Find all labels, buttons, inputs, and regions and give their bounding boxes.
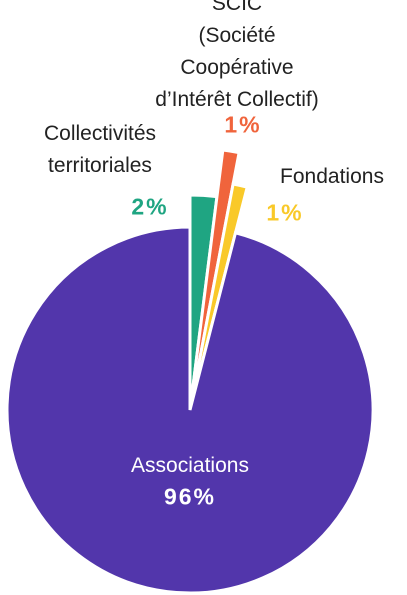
value-label: 2% [131,193,169,220]
slice-label: Associations [131,454,249,477]
value-label: 96% [163,483,217,510]
pie-slice [5,225,375,595]
value-label: 1% [266,199,304,226]
slice-label: SCIC (Société Coopérative d’Intérêt Coll… [155,0,319,111]
slice-label: Collectivités territoriales [43,122,157,177]
slice-label: Fondations [280,165,384,188]
value-label: 1% [224,111,262,138]
